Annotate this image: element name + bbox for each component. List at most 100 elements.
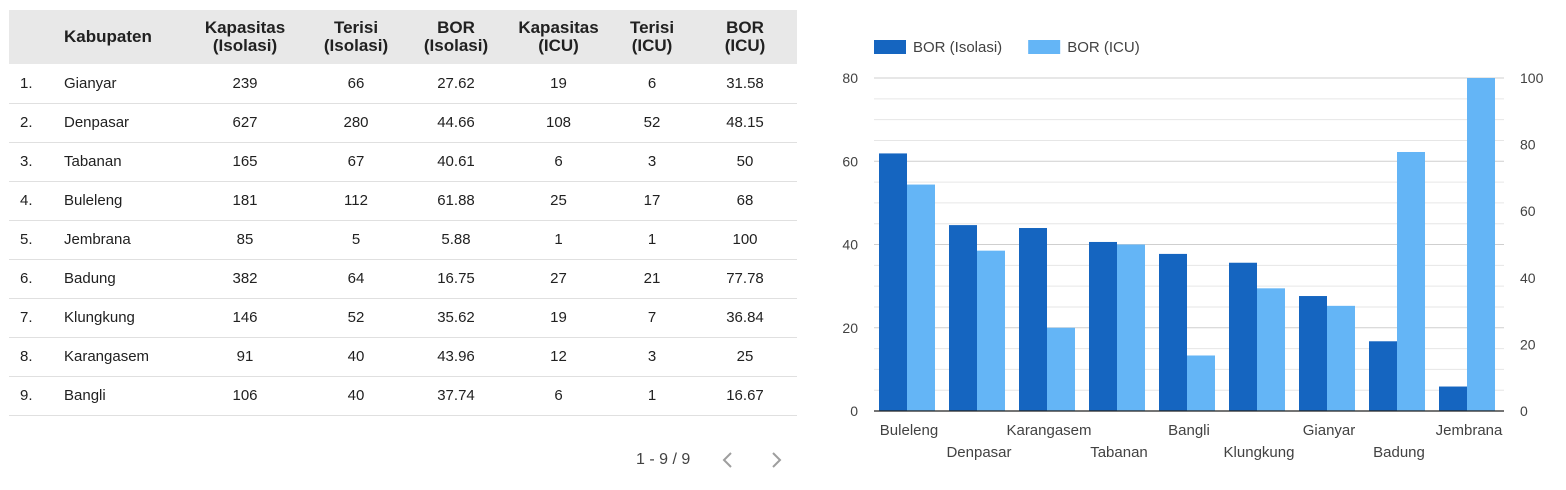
cell-kapasitas-isolasi: 382 <box>232 270 258 287</box>
header-terisi-icu[interactable]: Terisi (ICU) <box>629 18 675 55</box>
cell-kapasitas-isolasi: 91 <box>236 348 254 365</box>
bar-bor-icu <box>907 184 935 411</box>
y-left-tick-label: 60 <box>842 153 858 169</box>
cell-bor-isolasi: 61.88 <box>437 192 475 209</box>
cell-kabupaten: Badung <box>64 270 116 287</box>
y-left-tick-label: 80 <box>842 70 858 86</box>
cell-kabupaten: Jembrana <box>64 231 131 248</box>
bar-bor-icu <box>1257 288 1285 411</box>
cell-terisi-icu: 3 <box>647 348 657 365</box>
cell-bor-isolasi: 43.96 <box>437 348 475 365</box>
header-kabupaten[interactable]: Kabupaten <box>64 27 152 46</box>
x-tick-label: Karangasem <box>1006 422 1091 439</box>
cell-kapasitas-isolasi: 239 <box>232 74 258 92</box>
header-kapasitas-icu[interactable]: Kapasitas (ICU) <box>518 18 599 55</box>
table-row: 2. Denpasar 627 280 44.66 108 52 48.15 <box>9 103 797 142</box>
data-table-panel: Kabupaten Kapasitas (Isolasi) Terisi (Isol… <box>9 10 797 416</box>
row-index: 9. <box>20 387 33 404</box>
chevron-right-icon <box>772 452 782 468</box>
header-kapasitas-isolasi[interactable]: Kapasitas (Isolasi) <box>204 18 286 55</box>
header-terisi-isolasi[interactable]: Terisi (Isolasi) <box>323 18 389 55</box>
legend-swatch <box>874 40 906 54</box>
bar-bor-isolasi <box>1299 296 1327 411</box>
bar-bor-icu <box>1047 327 1075 411</box>
bar-bor-isolasi <box>1369 341 1397 411</box>
cell-bor-icu: 77.78 <box>726 270 764 287</box>
y-right-tick-label: 100 <box>1520 70 1544 86</box>
cell-bor-icu: 25 <box>736 348 754 365</box>
cell-bor-isolasi: 5.88 <box>441 231 471 248</box>
cell-kabupaten: Klungkung <box>64 309 135 326</box>
x-tick-label: Klungkung <box>1224 444 1295 461</box>
cell-bor-icu: 50 <box>736 153 754 170</box>
cell-kapasitas-icu: 6 <box>554 387 563 404</box>
header-bor-icu[interactable]: BOR (ICU) <box>724 18 766 55</box>
chevron-left-icon <box>722 452 732 468</box>
cell-bor-isolasi: 35.62 <box>437 309 475 326</box>
cell-kapasitas-icu: 25 <box>550 192 567 209</box>
table-row: 1. Gianyar 239 66 27.62 19 6 31.58 <box>9 64 797 103</box>
header-bor-isolasi[interactable]: BOR (Isolasi) <box>423 18 489 55</box>
cell-terisi-icu: 1 <box>647 231 657 248</box>
cell-bor-icu: 68 <box>736 192 754 209</box>
y-right-tick-label: 0 <box>1520 403 1528 419</box>
page-range-label: 1 - 9 / 9 <box>636 451 691 468</box>
bar-bor-icu <box>977 250 1005 411</box>
cell-terisi-isolasi: 40 <box>347 387 365 404</box>
x-tick-label: Tabanan <box>1090 444 1148 461</box>
y-left-tick-label: 20 <box>842 320 858 336</box>
cell-bor-icu: 100 <box>732 231 758 248</box>
row-index: 1. <box>20 74 33 92</box>
legend-swatch <box>1028 40 1061 54</box>
bar-bor-isolasi <box>1089 241 1117 411</box>
y-left-tick-label: 0 <box>850 403 858 419</box>
cell-bor-icu: 31.58 <box>726 74 764 92</box>
cell-kapasitas-isolasi: 106 <box>232 387 258 404</box>
cell-bor-icu: 36.84 <box>726 309 764 326</box>
cell-kapasitas-isolasi: 627 <box>232 114 258 131</box>
x-tick-label: Buleleng <box>880 422 938 439</box>
cell-kabupaten: Bangli <box>64 387 106 404</box>
cell-bor-isolasi: 40.61 <box>437 153 475 170</box>
x-tick-label: Jembrana <box>1436 422 1503 439</box>
cell-bor-icu: 48.15 <box>726 114 764 131</box>
row-index: 2. <box>20 114 33 131</box>
table-row: 7. Klungkung 146 52 35.62 19 7 36.84 <box>9 298 797 337</box>
cell-kabupaten: Tabanan <box>64 153 122 170</box>
cell-bor-isolasi: 16.75 <box>437 270 475 287</box>
cell-terisi-isolasi: 64 <box>347 270 365 287</box>
cell-terisi-icu: 7 <box>647 309 657 326</box>
row-index: 6. <box>20 270 33 287</box>
row-index: 5. <box>20 231 33 248</box>
cell-terisi-isolasi: 66 <box>347 74 365 92</box>
bar-bor-isolasi <box>1229 262 1257 411</box>
legend-label: BOR (Isolasi) <box>913 39 1002 56</box>
next-page-button[interactable] <box>764 448 788 472</box>
cell-kabupaten: Buleleng <box>64 192 123 209</box>
bar-bor-icu <box>1397 151 1425 411</box>
legend-label: BOR (ICU) <box>1067 39 1140 56</box>
row-index: 7. <box>20 309 33 326</box>
cell-kapasitas-isolasi: 85 <box>236 231 254 248</box>
cell-kapasitas-icu: 27 <box>550 270 567 287</box>
cell-terisi-icu: 21 <box>643 270 661 287</box>
bar-bor-isolasi <box>1019 228 1047 411</box>
bar-bor-icu <box>1117 244 1145 411</box>
bar-bor-icu <box>1327 305 1355 411</box>
cell-terisi-isolasi: 280 <box>343 114 369 131</box>
cell-terisi-icu: 3 <box>647 153 657 170</box>
cell-bor-isolasi: 37.74 <box>437 387 475 404</box>
row-index: 8. <box>20 348 33 365</box>
cell-terisi-icu: 17 <box>643 192 661 209</box>
bar-bor-isolasi <box>1159 253 1187 411</box>
bar-bor-isolasi <box>1439 386 1467 411</box>
cell-kapasitas-isolasi: 165 <box>232 153 258 170</box>
table-row: 9. Bangli 106 40 37.74 6 1 16.67 <box>9 376 797 415</box>
cell-kapasitas-isolasi: 181 <box>232 192 258 209</box>
row-index: 4. <box>20 192 33 209</box>
pagination: 1 - 9 / 9 <box>636 448 788 472</box>
prev-page-button[interactable] <box>716 448 740 472</box>
cell-terisi-isolasi: 5 <box>351 231 361 248</box>
cell-terisi-isolasi: 52 <box>347 309 365 326</box>
y-right-tick-label: 60 <box>1520 203 1536 219</box>
